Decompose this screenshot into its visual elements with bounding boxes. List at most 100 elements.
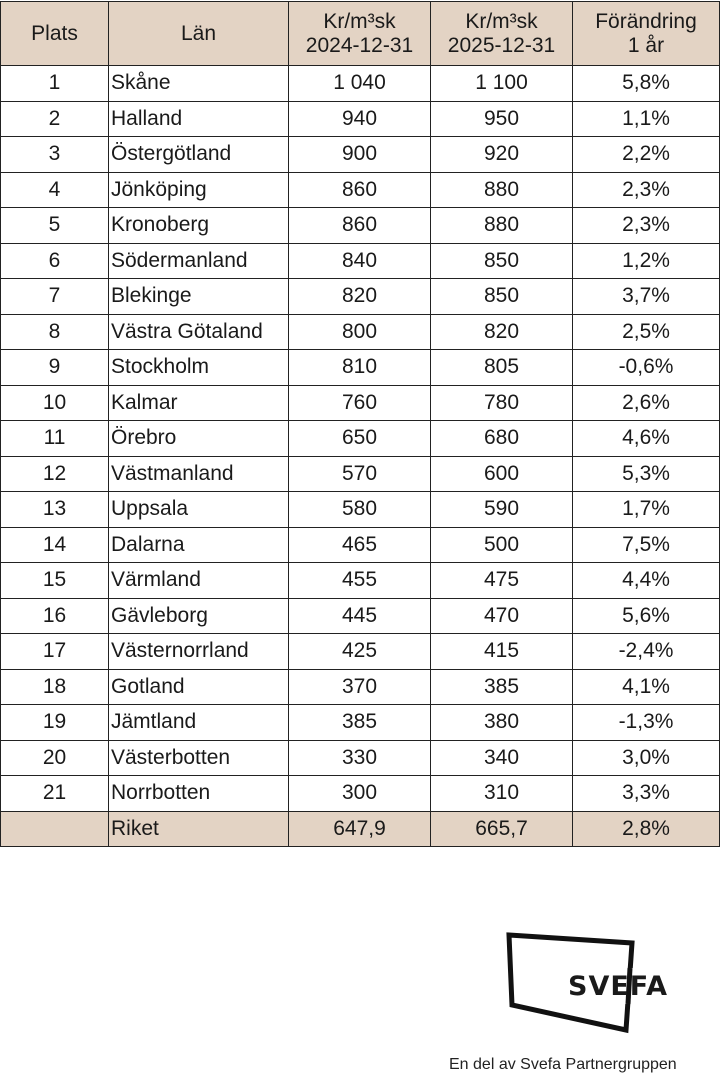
cell-price-2024: 810	[288, 349, 431, 386]
cell-lan: Västmanland	[108, 455, 289, 492]
cell-price-2025: 880	[430, 171, 573, 208]
cell-plats: 18	[0, 668, 109, 705]
cell-price-2025: 850	[430, 242, 573, 279]
cell-plats: 1	[0, 65, 109, 102]
cell-plats	[0, 810, 109, 847]
cell-price-2025: 385	[430, 668, 573, 705]
cell-change: 2,8%	[572, 810, 720, 847]
cell-price-2024: 445	[288, 597, 431, 634]
cell-lan: Värmland	[108, 562, 289, 599]
cell-price-2025: 805	[430, 349, 573, 386]
cell-lan: Västernorrland	[108, 633, 289, 670]
cell-plats: 8	[0, 313, 109, 350]
cell-change: 5,8%	[572, 65, 720, 102]
cell-change: 3,7%	[572, 278, 720, 315]
cell-plats: 14	[0, 526, 109, 563]
header-change: Förändring 1 år	[572, 1, 720, 66]
cell-lan: Gotland	[108, 668, 289, 705]
cell-price-2024: 820	[288, 278, 431, 315]
cell-plats: 3	[0, 136, 109, 173]
cell-lan: Riket	[108, 810, 289, 847]
cell-plats: 11	[0, 420, 109, 457]
table-row: 11 Örebro 650 680 4,6%	[0, 420, 720, 457]
cell-change: 2,6%	[572, 384, 720, 421]
cell-change: 2,5%	[572, 313, 720, 350]
cell-price-2025: 415	[430, 633, 573, 670]
cell-price-2024: 330	[288, 739, 431, 776]
cell-lan: Örebro	[108, 420, 289, 457]
cell-price-2024: 455	[288, 562, 431, 599]
cell-change: 3,0%	[572, 739, 720, 776]
cell-price-2025: 475	[430, 562, 573, 599]
header-price-2024-date: 2024-12-31	[305, 33, 414, 57]
cell-price-2025: 310	[430, 775, 573, 812]
header-lan: Län	[108, 1, 289, 66]
total-row: Riket 647,9 665,7 2,8%	[0, 810, 720, 847]
header-price-2025-date: 2025-12-31	[447, 33, 556, 57]
cell-price-2025: 950	[430, 100, 573, 137]
table-row: 1 Skåne 1 040 1 100 5,8%	[0, 65, 720, 102]
cell-price-2025: 470	[430, 597, 573, 634]
cell-price-2024: 580	[288, 491, 431, 528]
cell-price-2025: 1 100	[430, 65, 573, 102]
cell-change: -2,4%	[572, 633, 720, 670]
cell-price-2024: 650	[288, 420, 431, 457]
cell-plats: 13	[0, 491, 109, 528]
cell-price-2024: 647,9	[288, 810, 431, 847]
forest-price-table: Plats Län Kr/m³sk 2024-12-31 Kr/m³sk 202…	[0, 1, 720, 847]
header-price-2025-unit: Kr/m³sk	[465, 9, 538, 33]
cell-lan: Gävleborg	[108, 597, 289, 634]
header-price-2024-unit: Kr/m³sk	[323, 9, 396, 33]
cell-change: 3,3%	[572, 775, 720, 812]
cell-lan: Kalmar	[108, 384, 289, 421]
table-row: 17 Västernorrland 425 415 -2,4%	[0, 633, 720, 670]
table-row: 8 Västra Götaland 800 820 2,5%	[0, 313, 720, 350]
cell-price-2024: 900	[288, 136, 431, 173]
cell-lan: Uppsala	[108, 491, 289, 528]
header-change-period: 1 år	[627, 33, 665, 57]
cell-change: -1,3%	[572, 704, 720, 741]
cell-plats: 7	[0, 278, 109, 315]
cell-price-2025: 780	[430, 384, 573, 421]
cell-lan: Skåne	[108, 65, 289, 102]
cell-price-2024: 940	[288, 100, 431, 137]
header-price-2024: Kr/m³sk 2024-12-31	[288, 1, 431, 66]
table-row: 6 Södermanland 840 850 1,2%	[0, 242, 720, 279]
cell-plats: 12	[0, 455, 109, 492]
header-row: Plats Län Kr/m³sk 2024-12-31 Kr/m³sk 202…	[0, 1, 720, 66]
header-price-2025: Kr/m³sk 2025-12-31	[430, 1, 573, 66]
cell-plats: 17	[0, 633, 109, 670]
cell-plats: 16	[0, 597, 109, 634]
header-change-label: Förändring	[595, 9, 697, 33]
cell-price-2024: 860	[288, 171, 431, 208]
cell-price-2024: 370	[288, 668, 431, 705]
cell-price-2024: 860	[288, 207, 431, 244]
cell-price-2025: 880	[430, 207, 573, 244]
cell-plats: 19	[0, 704, 109, 741]
cell-lan: Kronoberg	[108, 207, 289, 244]
table-row: 15 Värmland 455 475 4,4%	[0, 562, 720, 599]
cell-price-2025: 850	[430, 278, 573, 315]
cell-change: 1,2%	[572, 242, 720, 279]
cell-plats: 9	[0, 349, 109, 386]
cell-change: 4,6%	[572, 420, 720, 457]
cell-plats: 20	[0, 739, 109, 776]
cell-change: 1,1%	[572, 100, 720, 137]
cell-plats: 6	[0, 242, 109, 279]
cell-price-2024: 760	[288, 384, 431, 421]
cell-lan: Halland	[108, 100, 289, 137]
cell-price-2025: 340	[430, 739, 573, 776]
cell-lan: Jönköping	[108, 171, 289, 208]
cell-plats: 15	[0, 562, 109, 599]
cell-change: 4,4%	[572, 562, 720, 599]
cell-price-2024: 570	[288, 455, 431, 492]
cell-lan: Västerbotten	[108, 739, 289, 776]
cell-plats: 10	[0, 384, 109, 421]
cell-price-2025: 500	[430, 526, 573, 563]
cell-lan: Södermanland	[108, 242, 289, 279]
cell-lan: Jämtland	[108, 704, 289, 741]
table-row: 19 Jämtland 385 380 -1,3%	[0, 704, 720, 741]
table-row: 3 Östergötland 900 920 2,2%	[0, 136, 720, 173]
table-row: 16 Gävleborg 445 470 5,6%	[0, 597, 720, 634]
cell-price-2024: 465	[288, 526, 431, 563]
